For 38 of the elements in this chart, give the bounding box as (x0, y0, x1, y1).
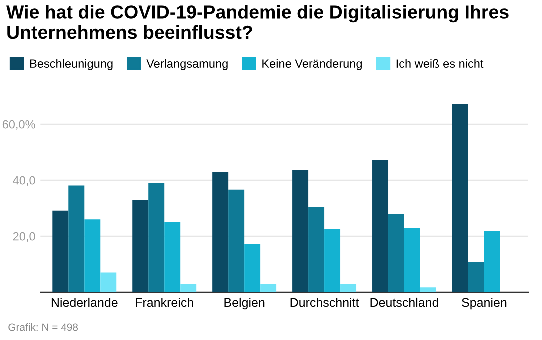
legend-label: Ich weiß es nicht (396, 59, 484, 68)
bar (100, 272, 117, 292)
text: Grafik: N = 498 (8, 323, 78, 332)
legend-label: Keine Veränderung (262, 59, 362, 70)
bar (372, 160, 389, 292)
bar (324, 229, 341, 292)
bar (420, 288, 436, 292)
bar (260, 284, 277, 292)
chart-title: Wie hat die COVID-19-Pandemie die Digitalisierung Ihres Unternehmens beeinflusst? (6, 5, 509, 40)
x-tick-label: Belgien (224, 298, 265, 310)
bar (164, 222, 181, 292)
x-tick-label: Niederlande (52, 298, 118, 308)
bar (340, 284, 357, 292)
bar (452, 104, 468, 292)
y-tick-label: 40,0 (13, 176, 36, 186)
bar (132, 200, 149, 292)
bar (84, 220, 101, 292)
bar (404, 228, 420, 292)
bar (180, 284, 197, 292)
legend-label: Beschleunigung (30, 59, 113, 70)
bar (212, 172, 229, 292)
bar (244, 244, 261, 292)
y-tick-label: 20,0 (13, 232, 36, 242)
bar (148, 183, 165, 292)
bar (228, 190, 245, 292)
x-tick-label: Frankreich (136, 298, 194, 308)
y-tick-label: 60,0% (2, 120, 36, 130)
x-tick-label: Deutschland (370, 298, 438, 308)
bar (52, 210, 69, 292)
bar (68, 186, 85, 292)
x-tick-label: Spanien (462, 298, 507, 310)
bar (388, 214, 404, 292)
x-tick-label: Durchschnitt (290, 298, 360, 308)
bar (484, 231, 500, 292)
legend-label: Verlangsamung (146, 59, 228, 70)
bar (308, 207, 325, 292)
bar (468, 262, 484, 292)
bar (292, 170, 309, 292)
